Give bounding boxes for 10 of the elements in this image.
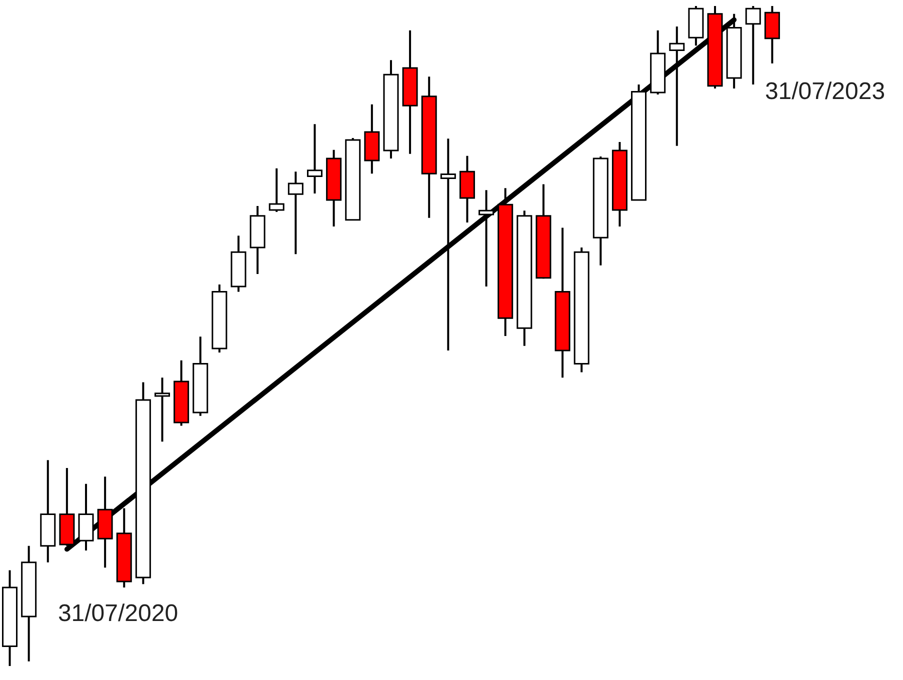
- annotation: 31/07/2023: [764, 78, 886, 105]
- annotation: 31/07/2020: [58, 600, 178, 627]
- candlestick: [306, 123, 322, 194]
- candlestick: [288, 170, 304, 256]
- candlestick: [268, 167, 284, 213]
- candlestick: [745, 5, 761, 86]
- candlestick: [440, 138, 456, 352]
- candlestick: [669, 25, 685, 147]
- candlestick: [478, 189, 494, 288]
- candlestick: [154, 376, 170, 443]
